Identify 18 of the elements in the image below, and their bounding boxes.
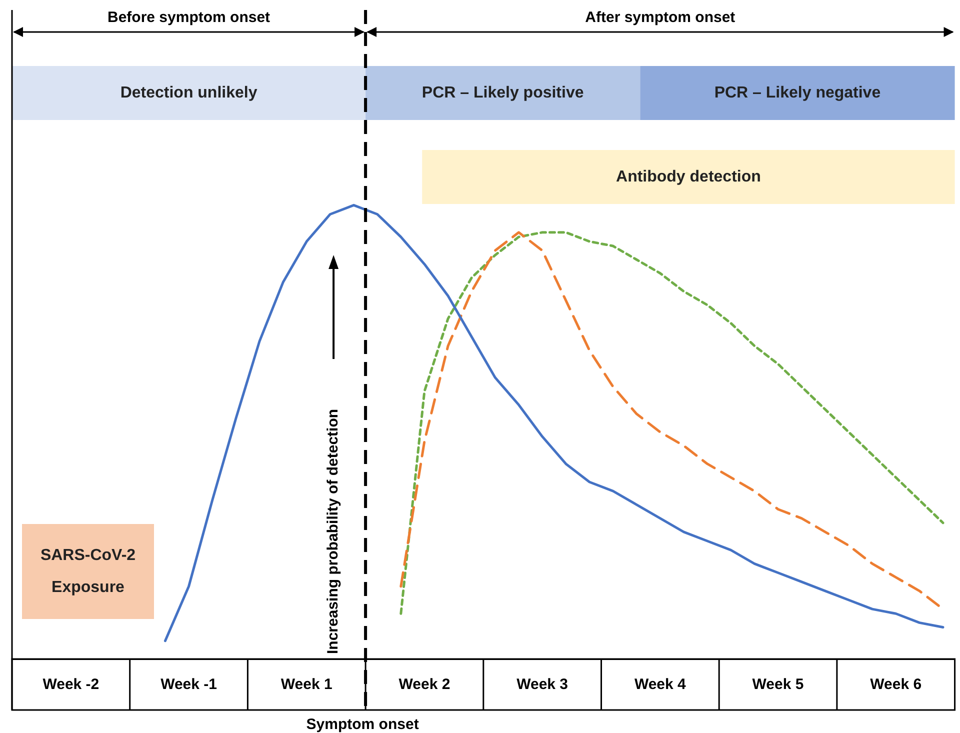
x-tick-label: Week 2	[398, 676, 450, 694]
x-tick-label: Week 1	[280, 676, 332, 694]
text: After symptom onset	[585, 9, 736, 26]
y-axis-title: Increasing probability of detection	[324, 408, 342, 654]
x-tick-label: Week 6	[870, 676, 922, 694]
x-tick-label: Week 4	[634, 676, 687, 694]
x-tick-label: Week -1	[160, 676, 217, 694]
text: PCR – Likely positive	[422, 84, 584, 102]
x-tick-label: Week 5	[752, 676, 804, 694]
text: Detection unlikely	[120, 84, 258, 102]
text: Antibody detection	[616, 168, 761, 186]
text: Symptom onset	[306, 716, 419, 733]
text: PCR – Likely negative	[714, 84, 881, 102]
annotation: SARS-CoV-2 Exposure	[40, 546, 136, 596]
x-tick-label: Week -2	[42, 676, 100, 694]
exposure-note: SARS-CoV-2 Exposure	[22, 524, 154, 619]
text: Before symptom onset	[108, 9, 270, 26]
x-tick-label: Week 3	[516, 676, 568, 694]
